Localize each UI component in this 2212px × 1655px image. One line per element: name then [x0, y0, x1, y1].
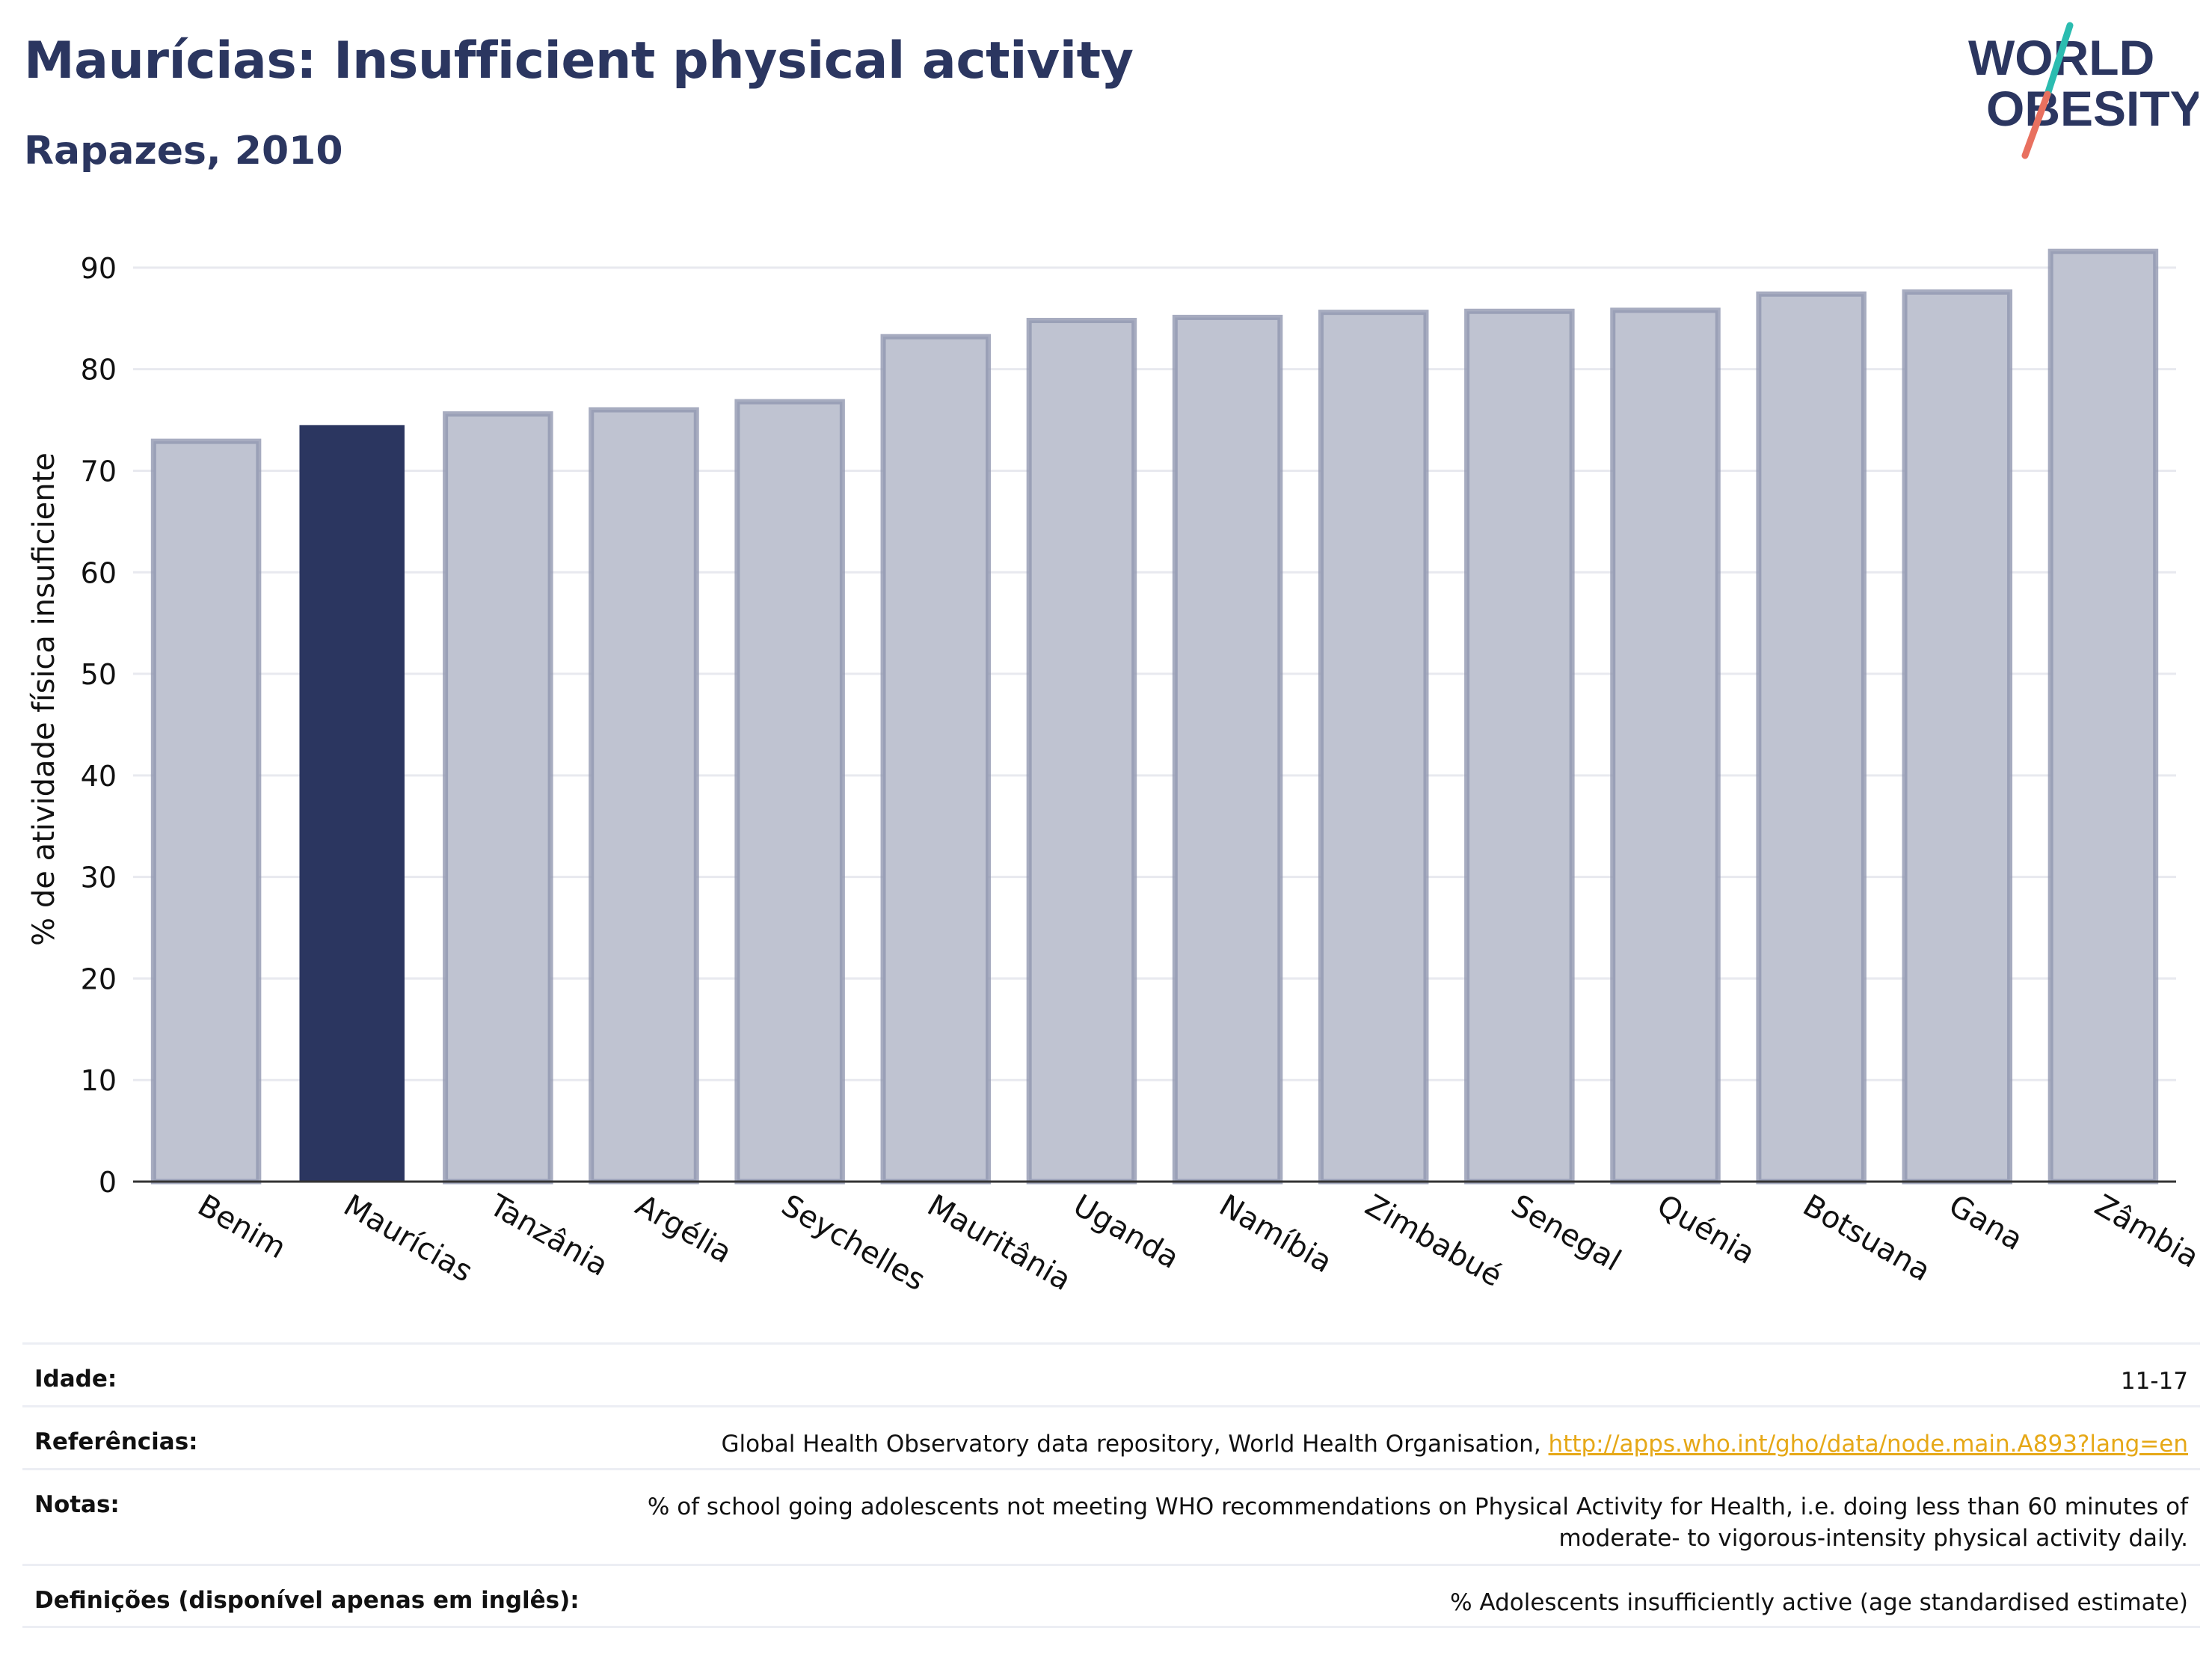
x-tick-label: Quénia [1651, 1188, 1760, 1271]
x-tick-label: Mauritânia [921, 1188, 1077, 1298]
notes-value: % of school going adolescents not meetin… [648, 1491, 2188, 1554]
bar-botsuana[interactable] [1756, 291, 1867, 1185]
logo-line2: OBESITY [1986, 81, 2199, 136]
definitions-label: Definições (disponível apenas em inglês)… [34, 1587, 580, 1614]
gridlines [133, 266, 2176, 1081]
bar-mauritânia[interactable] [880, 334, 992, 1185]
chart-subtitle: Rapazes, 2010 [24, 129, 343, 174]
definitions-value: % Adolescents insufficiently active (age… [1450, 1589, 2188, 1616]
bar-benim[interactable] [150, 438, 262, 1185]
bar-gana[interactable] [1902, 289, 2013, 1185]
bar-zâmbia[interactable] [2047, 248, 2159, 1185]
x-tick-label: Zimbabué [1360, 1188, 1508, 1294]
chart-title: Maurícias: Insufficient physical activit… [24, 31, 1134, 90]
bar-argélia[interactable] [589, 407, 699, 1185]
bar-senegal[interactable] [1464, 308, 1575, 1185]
x-tick-label: Senegal [1505, 1188, 1626, 1278]
logo-slash-coral [2021, 90, 2051, 159]
metadata-table: Idade: 11-17 Referências: Global Health … [22, 1342, 2200, 1628]
x-tick-label: Uganda [1067, 1188, 1185, 1276]
y-tick-label: 40 [81, 760, 117, 793]
notes-line-1: % of school going adolescents not meetin… [647, 1493, 2188, 1520]
x-tick-label: Maurícias [338, 1188, 479, 1289]
age-label: Idade: [34, 1366, 117, 1393]
references-value: Global Health Observatory data repositor… [721, 1428, 2188, 1460]
bar-zimbabué[interactable] [1318, 310, 1429, 1185]
meta-row-definitions: Definições (disponível apenas em inglês)… [22, 1564, 2200, 1628]
meta-row-notes: Notas: % of school going adolescents not… [22, 1468, 2200, 1564]
references-link[interactable]: http://apps.who.int/gho/data/node.main.A… [1548, 1431, 2188, 1458]
x-tick-label: Seychelles [775, 1188, 931, 1298]
y-tick-label: 70 [81, 455, 117, 488]
references-text: Global Health Observatory data repositor… [721, 1431, 1549, 1458]
bar-uganda[interactable] [1026, 318, 1137, 1185]
notes-line-2: moderate- to vigorous-intensity physical… [1558, 1525, 2188, 1552]
bar-namíbia[interactable] [1172, 314, 1283, 1185]
y-tick-label: 80 [81, 354, 117, 387]
y-tick-labels: 0 10 20 30 40 50 60 70 80 90 [81, 252, 117, 1199]
y-tick-label: 50 [81, 658, 117, 691]
meta-row-references: Referências: Global Health Observatory d… [22, 1405, 2200, 1468]
x-tick-label: Zâmbia [2089, 1188, 2205, 1275]
references-label: Referências: [34, 1428, 198, 1455]
age-value: 11-17 [2120, 1368, 2188, 1395]
logo-slash-teal [2044, 22, 2074, 98]
x-tick-label: Botsuana [1797, 1188, 1936, 1289]
y-axis-label: % de atividade física insuficiente [27, 452, 61, 946]
x-tick-label: Gana [1943, 1188, 2028, 1258]
y-tick-label: 30 [81, 862, 117, 894]
bar-maurícias[interactable] [299, 425, 405, 1182]
meta-row-age: Idade: 11-17 [22, 1342, 2200, 1405]
world-obesity-logo: WORLD OBESITY [1968, 22, 2199, 159]
y-tick-label: 0 [99, 1166, 117, 1199]
x-tick-labels: Benim Maurícias Tanzânia Argélia SeychellesM… [192, 1188, 2205, 1298]
bar-chart: 0 10 20 30 40 50 60 70 80 90 Benim Maurícias Tanzân… [27, 248, 2205, 1298]
y-tick-label: 60 [81, 556, 117, 589]
bar-tanzânia[interactable] [443, 411, 553, 1185]
x-tick-label: Argélia [630, 1188, 737, 1271]
x-tick-label: Namíbia [1214, 1188, 1338, 1280]
x-tick-label: Benim [192, 1188, 292, 1266]
y-tick-label: 90 [81, 252, 117, 285]
y-tick-label: 20 [81, 962, 117, 995]
bars [150, 248, 2159, 1185]
bar-seychelles[interactable] [734, 399, 845, 1185]
notes-label: Notas: [34, 1491, 120, 1518]
bar-quénia[interactable] [1610, 307, 1721, 1185]
y-tick-label: 10 [81, 1064, 117, 1097]
x-tick-label: Tanzânia [483, 1188, 614, 1283]
